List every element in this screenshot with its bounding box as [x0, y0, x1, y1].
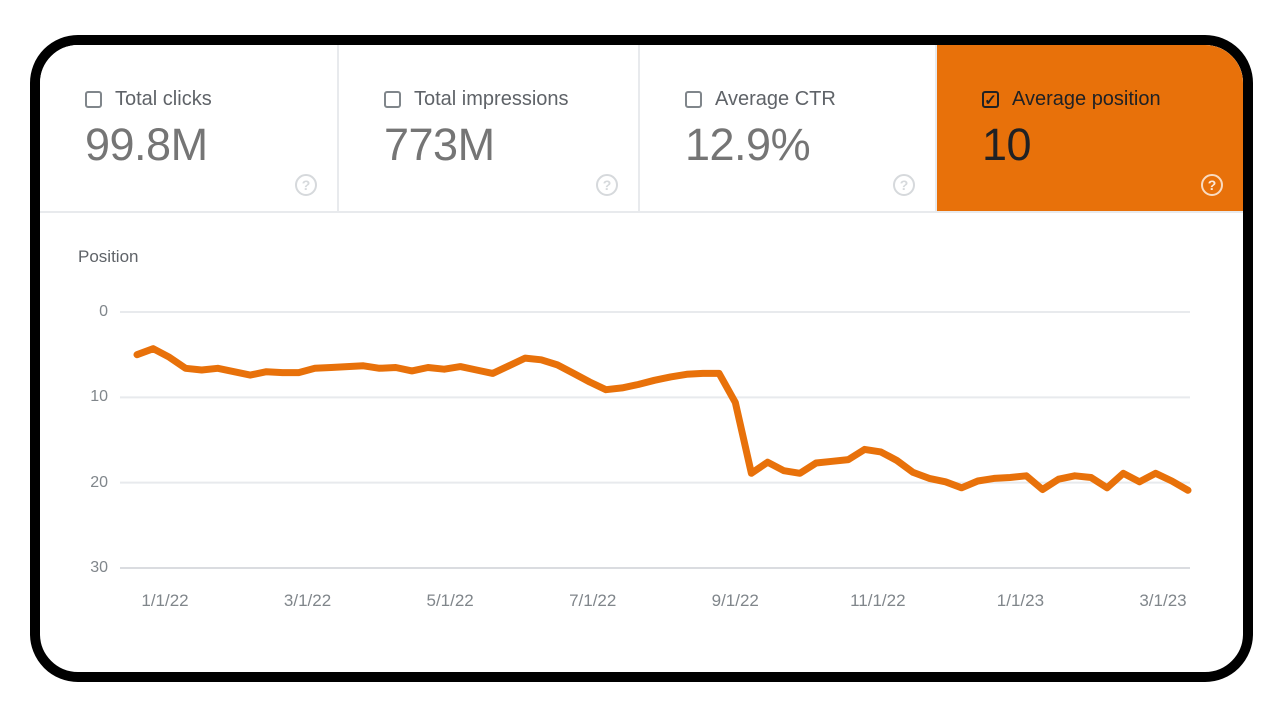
metric-label: Average CTR: [715, 88, 836, 110]
y-axis-tick-label-0: 0: [99, 303, 108, 320]
metric-card-average-ctr[interactable]: Average CTR 12.9% ?: [640, 45, 937, 211]
x-axis-tick-label-5-1-22: 5/1/22: [426, 591, 474, 610]
position-chart[interactable]: Position 0 10 20 30 1/1/22 3/1/22 5/1/22 7/1/22…: [40, 45, 1243, 672]
x-axis-tick-label-9-1-22: 9/1/22: [711, 591, 759, 610]
metric-card-average-position-selected[interactable]: ✓ Average position 10 ?: [937, 45, 1243, 211]
checkbox-unchecked-icon[interactable]: [685, 91, 702, 108]
metric-label: Total impressions: [414, 88, 569, 110]
x-axis-tick-label-3-1-23: 3/1/23: [1139, 591, 1187, 610]
help-icon[interactable]: ?: [295, 174, 317, 196]
position-line-chart-canvas[interactable]: [40, 45, 1243, 672]
y-axis-tick-label-10: 10: [90, 388, 108, 406]
x-axis-tick-label-3-1-22: 3/1/22: [283, 591, 332, 610]
x-axis-tick-label-1-1-22: 1/1/22: [141, 591, 189, 610]
chart-y-axis-title: Position: [78, 247, 139, 266]
metric-card-total-impressions[interactable]: Total impressions 773M ?: [339, 45, 640, 211]
y-axis-tick-label-30: 30: [90, 558, 108, 576]
help-icon[interactable]: ?: [893, 174, 915, 196]
metric-label: Total clicks: [115, 88, 212, 110]
metric-label: Average position: [1012, 88, 1161, 110]
metric-value: 99.8M: [85, 119, 208, 170]
checkbox-unchecked-icon[interactable]: [384, 91, 401, 108]
average-position-line-series[interactable]: [133, 345, 1192, 494]
checkbox-checked-icon[interactable]: ✓: [982, 91, 999, 109]
x-axis-tick-label-11-1-22: 11/1/22: [850, 591, 906, 610]
metric-card-total-clicks[interactable]: Total clicks 99.8M ?: [40, 45, 339, 211]
x-axis-tick-label-7-1-22: 7/1/22: [569, 591, 617, 610]
checkbox-unchecked-icon[interactable]: [85, 91, 102, 108]
y-axis-tick-label-20: 20: [90, 473, 108, 491]
help-icon[interactable]: ?: [1201, 174, 1223, 196]
performance-report-panel: Position 0 10 20 30 1/1/22 3/1/22 5/1/22 7/1/22…: [30, 35, 1253, 682]
help-icon[interactable]: ?: [596, 174, 618, 196]
metric-cards-row: Total clicks 99.8M ? Total impressions 7…: [40, 45, 1243, 213]
metric-value: 12.9%: [685, 119, 811, 170]
metric-value: 10: [982, 119, 1032, 170]
metric-value: 773M: [384, 119, 495, 170]
x-axis-tick-label-1-1-23: 1/1/23: [996, 591, 1045, 610]
